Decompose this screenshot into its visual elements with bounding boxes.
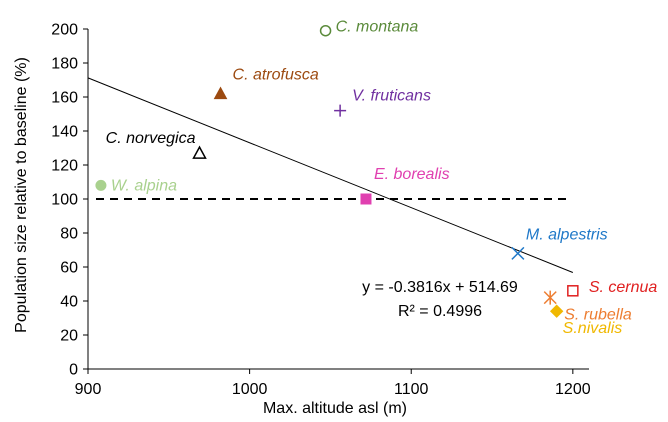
point-w-alpina bbox=[95, 179, 107, 191]
point-s-cernua bbox=[567, 285, 579, 297]
point-e-borealis bbox=[360, 193, 372, 205]
point-m-alpestris-label: M. alpestris bbox=[526, 226, 608, 243]
x-ticks: 900 1000 1100 1200 bbox=[75, 369, 591, 398]
y-tick-label: 120 bbox=[51, 158, 78, 175]
point-s-nivalis bbox=[549, 304, 564, 318]
point-c-norvegica-label: C. norvegica bbox=[106, 130, 196, 147]
x-tick-label: 900 bbox=[75, 381, 102, 398]
point-s-cernua-label: S. cernua bbox=[589, 279, 658, 296]
y-tick-label: 140 bbox=[51, 124, 78, 141]
data-points bbox=[95, 24, 579, 318]
point-c-atrofusca bbox=[213, 86, 228, 100]
point-v-fruticans-label: V. fruticans bbox=[352, 88, 431, 105]
point-v-fruticans bbox=[334, 104, 347, 117]
y-tick-label: 60 bbox=[60, 260, 78, 277]
y-tick-label: 40 bbox=[60, 294, 78, 311]
x-tick-label: 1200 bbox=[555, 381, 591, 398]
y-tick-label: 100 bbox=[51, 192, 78, 209]
point-c-atrofusca-label: C. atrofusca bbox=[233, 67, 319, 84]
trendline-equation: y = -0.3816x + 514.69 bbox=[362, 279, 518, 296]
x-tick-label: 1100 bbox=[394, 381, 429, 398]
y-tick-label: 180 bbox=[51, 56, 78, 73]
trend-line bbox=[87, 77, 574, 273]
point-m-alpestris bbox=[511, 246, 525, 260]
point-s-rubella-label: S. rubella bbox=[564, 307, 632, 324]
y-tick-label: 80 bbox=[60, 226, 78, 243]
trendline-r2: R² = 0.4996 bbox=[398, 303, 482, 320]
y-tick-label: 200 bbox=[51, 22, 78, 39]
x-axis-title: Max. altitude asl (m) bbox=[263, 400, 407, 417]
point-labels: C. montana C. atrofusca V. fruticans C. nor… bbox=[106, 19, 658, 338]
y-tick-label: 20 bbox=[60, 328, 78, 345]
y-tick-label: 0 bbox=[69, 362, 78, 379]
x-tick-label: 1000 bbox=[232, 381, 268, 398]
point-c-norvegica bbox=[192, 145, 207, 159]
point-s-nivalis-label: S.nivalis bbox=[563, 320, 623, 337]
point-w-alpina-label: W. alpina bbox=[111, 177, 177, 194]
y-ticks: 0 20 40 60 80 100 120 140 160 180 200 bbox=[51, 22, 88, 379]
y-axis-title: Population size relative to baseline (%) bbox=[13, 57, 30, 333]
y-tick-label: 160 bbox=[51, 90, 78, 107]
point-c-montana-label: C. montana bbox=[336, 19, 419, 36]
point-s-rubella bbox=[543, 290, 557, 305]
point-e-borealis-label: E. borealis bbox=[374, 166, 450, 183]
point-c-montana bbox=[319, 24, 332, 37]
